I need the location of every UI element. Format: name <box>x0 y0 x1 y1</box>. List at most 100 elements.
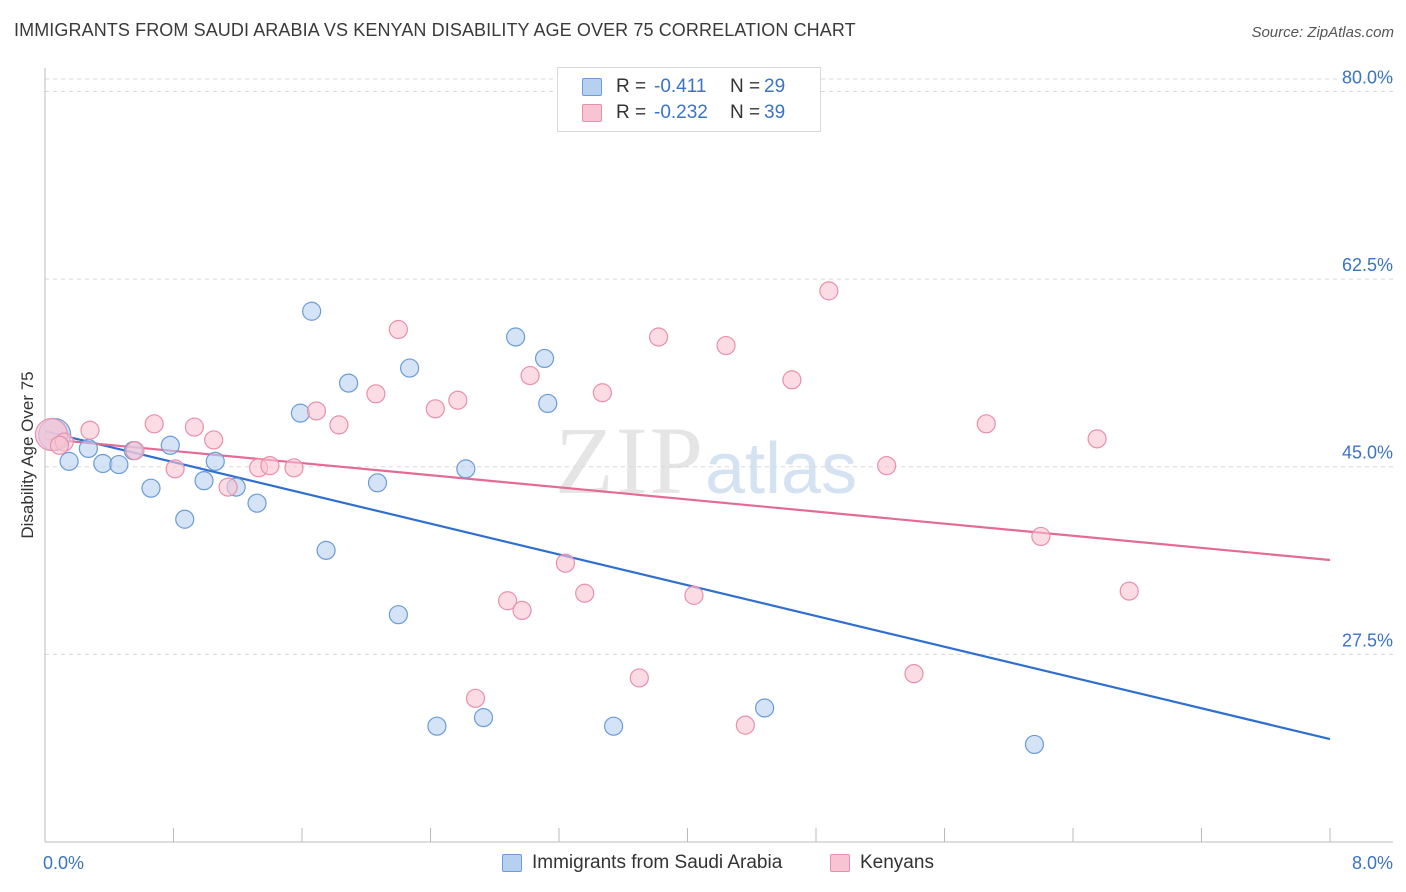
data-point-kenyan <box>165 459 185 479</box>
data-point-saudi <box>754 698 775 718</box>
data-point-saudi <box>538 393 558 414</box>
bottom-legend-kenyans: Kenyans <box>830 851 934 875</box>
y-tick-label: 62.5% <box>1342 255 1393 275</box>
data-point-kenyan <box>184 417 204 437</box>
data-point-kenyan <box>684 585 704 605</box>
data-point-saudi <box>194 471 214 491</box>
data-point-kenyan <box>125 441 145 461</box>
legend-n-label: N = <box>730 76 761 97</box>
data-point-saudi <box>506 327 526 347</box>
legend-swatch-pink <box>582 104 602 122</box>
grid-lines <box>45 78 1393 655</box>
data-point-saudi <box>1024 734 1045 755</box>
data-point-saudi <box>109 454 129 475</box>
data-point-saudi <box>473 708 494 728</box>
data-point-kenyan <box>306 401 327 421</box>
y-tick-label: 80.0% <box>1342 67 1393 87</box>
data-point-saudi <box>316 540 336 560</box>
data-point-kenyan <box>448 390 468 410</box>
data-point-saudi <box>338 373 359 393</box>
data-points <box>34 281 1139 755</box>
data-point-kenyan <box>716 335 736 356</box>
legend-row-kenyans: R = -0.232 N = 39 <box>582 101 785 125</box>
x-tick-label: 0.0% <box>43 853 84 873</box>
data-point-saudi <box>302 301 322 321</box>
data-point-saudi <box>247 493 267 513</box>
data-point-kenyan <box>218 477 238 497</box>
data-point-kenyan <box>904 664 924 684</box>
data-point-kenyan <box>80 420 100 440</box>
data-point-kenyan <box>204 430 224 450</box>
bottom-legend-swatch-pink <box>830 854 850 872</box>
data-point-kenyan <box>260 456 280 476</box>
stats-legend: R = -0.411 N = 29 R = -0.232 N = 39 <box>557 67 821 132</box>
data-point-kenyan <box>465 688 486 708</box>
data-point-kenyan <box>555 553 576 573</box>
data-point-kenyan <box>520 365 540 386</box>
chart-title: IMMIGRANTS FROM SAUDI ARABIA VS KENYAN D… <box>14 20 856 40</box>
legend-n-label: N = <box>730 102 761 123</box>
data-point-saudi <box>160 435 180 455</box>
data-point-kenyan <box>819 281 839 301</box>
legend-n-value: 29 <box>764 76 786 97</box>
data-point-kenyan <box>1119 581 1139 601</box>
data-point-kenyan <box>735 715 755 735</box>
y-axis-label: Disability Age Over 75 <box>18 371 37 539</box>
data-point-saudi <box>534 348 555 369</box>
data-point-saudi <box>205 451 225 471</box>
data-point-saudi <box>388 605 408 625</box>
data-point-kenyan <box>1031 526 1051 547</box>
bottom-legend-label-saudi: Immigrants from Saudi Arabia <box>532 852 783 873</box>
data-point-saudi <box>427 716 447 736</box>
watermark: ZIPatlas <box>555 405 857 516</box>
legend-r-value: -0.232 <box>654 102 708 123</box>
data-point-saudi <box>367 473 388 493</box>
legend-n-value: 39 <box>764 102 786 123</box>
data-point-kenyan <box>877 456 897 476</box>
data-point-saudi <box>400 358 420 378</box>
legend-row-saudi: R = -0.411 N = 29 <box>582 75 785 99</box>
y-tick-label: 45.0% <box>1342 443 1393 463</box>
bottom-legend-saudi: Immigrants from Saudi Arabia <box>502 851 782 875</box>
trend-line-kenyan <box>44 437 1331 562</box>
data-point-saudi <box>456 459 476 479</box>
y-tick-label: 27.5% <box>1342 630 1393 650</box>
data-point-kenyan <box>575 583 595 603</box>
data-point-kenyan <box>329 415 349 435</box>
legend-r-value: -0.411 <box>654 76 707 97</box>
data-point-kenyan <box>1087 429 1107 449</box>
trend-line-saudi <box>44 430 1331 741</box>
data-point-kenyan <box>144 414 164 434</box>
source-label: Source: ZipAtlas.com <box>1251 24 1394 41</box>
data-point-saudi <box>141 478 161 498</box>
data-point-kenyan <box>366 384 386 404</box>
axes <box>44 68 1393 843</box>
legend-r-label: R = <box>616 102 647 123</box>
data-point-kenyan <box>284 458 304 478</box>
trend-lines <box>44 430 1331 741</box>
bottom-legend-label-kenyans: Kenyans <box>860 852 934 873</box>
data-point-kenyan <box>512 600 532 621</box>
data-point-kenyan <box>49 435 70 455</box>
data-point-kenyan <box>592 383 612 403</box>
data-point-saudi <box>59 451 79 471</box>
data-point-kenyan <box>976 414 996 434</box>
data-point-saudi <box>78 438 98 459</box>
data-point-saudi <box>93 453 113 474</box>
legend-r-label: R = <box>616 76 647 97</box>
legend-swatch-blue <box>582 78 602 96</box>
data-point-saudi <box>604 716 624 736</box>
data-point-kenyan <box>629 668 649 688</box>
watermark-atlas: atlas <box>705 429 858 509</box>
data-point-kenyan <box>388 319 408 340</box>
data-point-saudi <box>175 509 195 529</box>
data-point-kenyan <box>648 327 669 347</box>
data-point-kenyan <box>498 591 518 611</box>
data-point-kenyan <box>782 370 802 390</box>
data-point-kenyan <box>425 399 445 419</box>
bottom-legend-swatch-blue <box>502 854 522 872</box>
x-tick-label: 8.0% <box>1352 853 1393 873</box>
data-point-saudi <box>290 403 310 423</box>
tick-labels: 27.5% 45.0% 62.5% 80.0% 0.0% 8.0% <box>43 67 1393 873</box>
